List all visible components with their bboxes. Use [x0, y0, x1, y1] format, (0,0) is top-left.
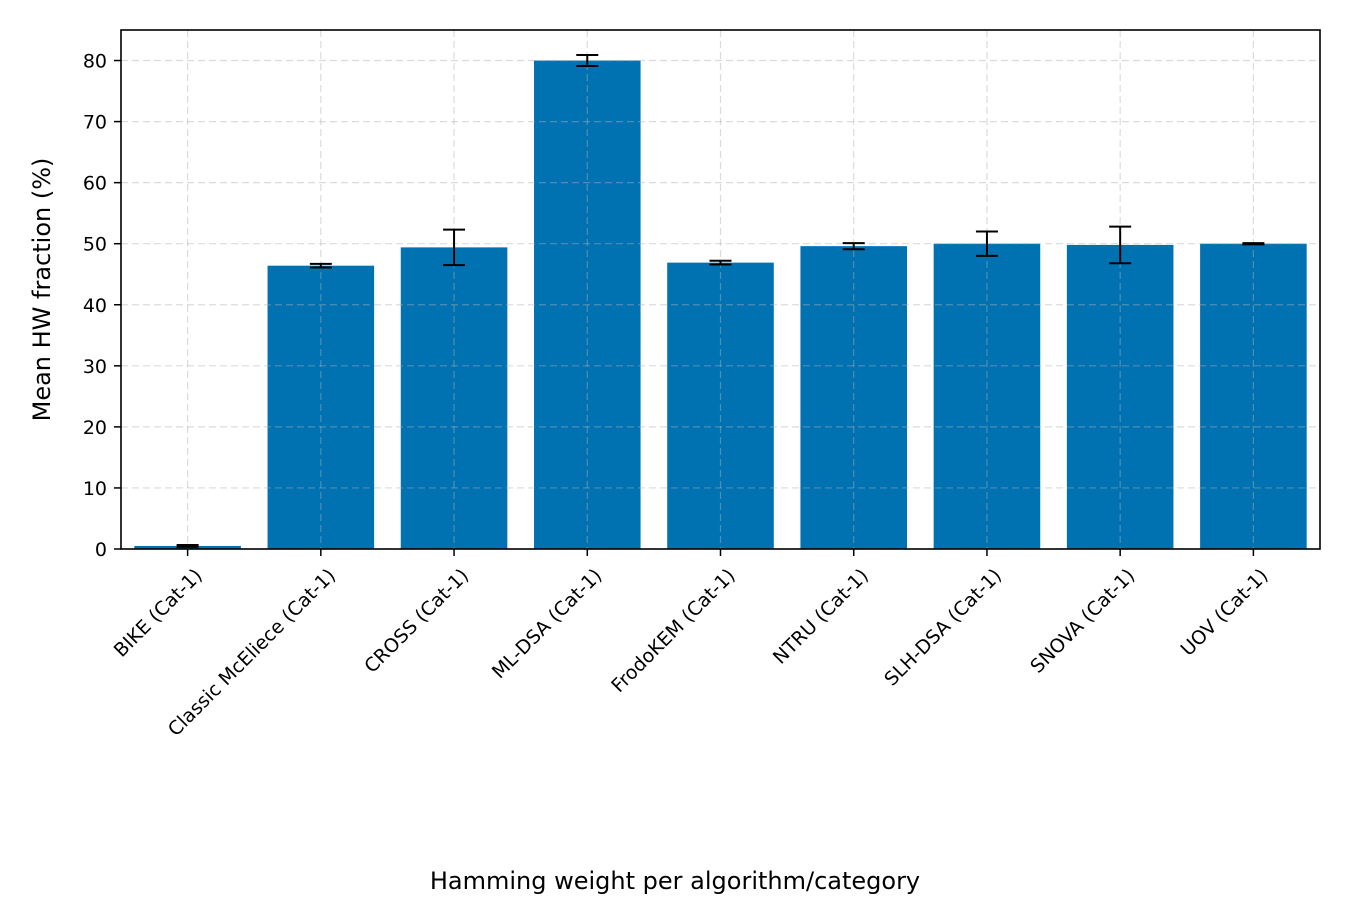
bar — [667, 262, 774, 549]
bar — [933, 243, 1041, 550]
y-axis-label: Mean HW fraction (%) — [28, 158, 56, 422]
y-tick-label: 40 — [83, 295, 107, 317]
x-axis: BIKE (Cat-1)Classic McEliece (Cat-1) CROS… — [110, 549, 1273, 741]
y-tick-label: 30 — [83, 356, 107, 378]
x-tick-label: CROSS (Cat-1) — [360, 565, 473, 678]
bars — [134, 60, 1307, 550]
x-tick-label: NTRU (Cat-1) — [769, 565, 873, 669]
x-axis-label: Hamming weight per algorithm/category — [430, 867, 920, 895]
x-tick-label: UOV (Cat-1) — [1177, 565, 1273, 661]
y-tick-label: 80 — [83, 51, 107, 73]
y-axis: 0 10 20 30 40 50 60 70 80 — [83, 51, 121, 561]
y-tick-label: 0 — [95, 539, 107, 561]
bar — [800, 246, 908, 549]
x-tick-label: BIKE (Cat-1) — [110, 565, 207, 662]
x-tick-label: SLH-DSA (Cat-1) — [880, 565, 1006, 691]
y-tick-label: 60 — [83, 173, 107, 195]
y-tick-label: 20 — [83, 417, 107, 439]
error-bars — [176, 54, 1265, 548]
bar — [400, 247, 508, 549]
bar — [533, 60, 641, 549]
x-tick-label: SNOVA (Cat-1) — [1026, 565, 1139, 678]
bar — [1200, 243, 1307, 550]
x-tick-label: FrodoKEM (Cat-1) — [607, 565, 739, 697]
bar — [267, 265, 375, 549]
x-tick-label: ML-DSA (Cat-1) — [488, 565, 607, 684]
y-tick-label: 10 — [83, 478, 107, 500]
bar — [1066, 244, 1174, 549]
y-tick-label: 50 — [83, 234, 107, 256]
y-tick-label: 70 — [83, 112, 107, 134]
